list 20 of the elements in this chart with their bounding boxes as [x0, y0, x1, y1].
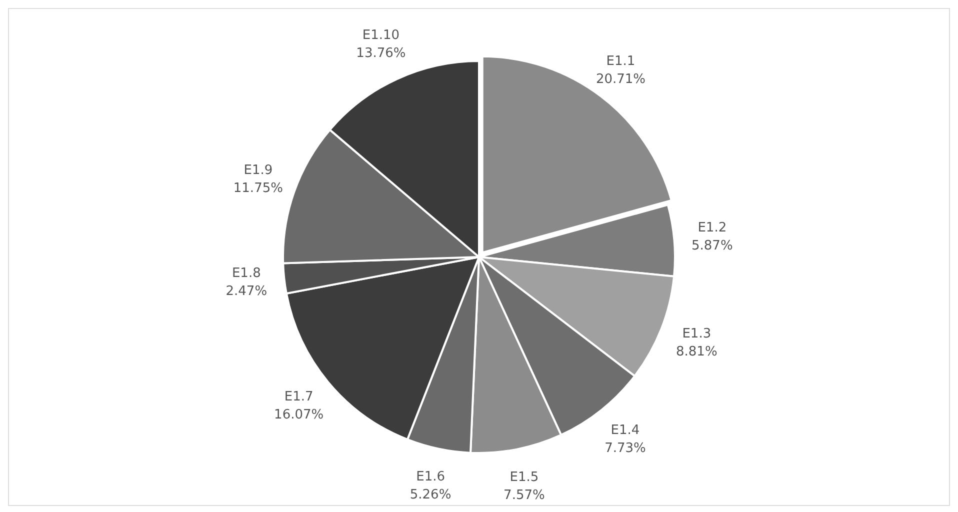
data-label: 7.57%: [504, 488, 545, 503]
slice-label: E1.10: [362, 28, 400, 43]
data-label: 20.71%: [596, 72, 646, 88]
slice-label: E1.9: [244, 162, 273, 178]
slice-label: E1.6: [416, 469, 445, 484]
slice-label: E1.3: [682, 326, 712, 342]
slice-label: E1.2: [698, 220, 727, 236]
data-label: 11.75%: [233, 180, 283, 196]
data-label: 16.07%: [274, 408, 324, 423]
slice-label: E1.7: [284, 390, 314, 405]
data-label: 7.73%: [604, 441, 646, 456]
data-label: 5.87%: [691, 238, 733, 254]
data-label: 13.76%: [356, 46, 406, 61]
data-label: 2.47%: [226, 284, 268, 299]
slice-label: E1.5: [510, 470, 539, 485]
slice-label: E1.8: [232, 266, 261, 281]
data-label: 5.26%: [410, 487, 452, 502]
data-label: 8.81%: [676, 344, 718, 360]
slice-label: E1.4: [610, 423, 640, 438]
slice-label: E1.1: [606, 54, 636, 70]
